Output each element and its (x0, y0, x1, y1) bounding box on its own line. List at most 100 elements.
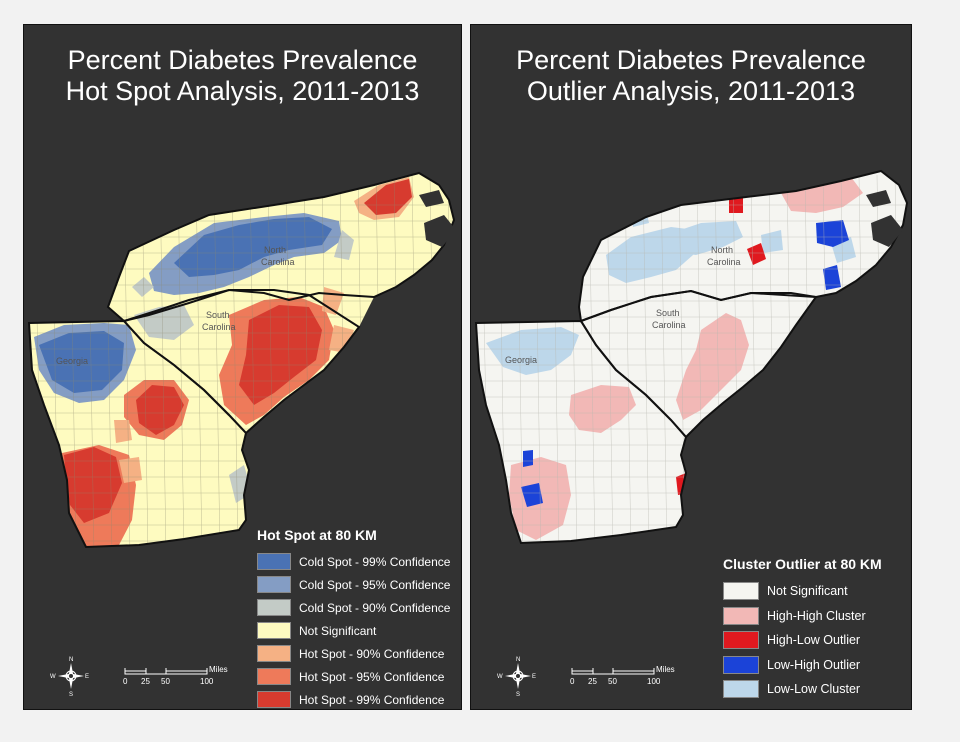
compass-n: N (69, 657, 73, 663)
hot-spot-legend-title: Hot Spot at 80 KM (257, 527, 377, 543)
legend-item-hot-99: Hot Spot - 99% Confidence (257, 688, 450, 711)
high-high-nc (781, 177, 863, 213)
north-arrow-icon: N S E W (50, 657, 89, 698)
scale-unit: Miles (656, 665, 675, 674)
low-low-nc-mid (651, 221, 743, 255)
scale-unit: Miles (209, 665, 228, 674)
hot-spot-map: North Carolina South Carolina Georgia N … (27, 171, 456, 698)
scale-tick-50: 50 (161, 677, 170, 686)
legend-label: Hot Spot - 90% Confidence (299, 646, 445, 661)
hot-spot-99-sc (239, 305, 322, 405)
hot-spot-title-line2: Hot Spot Analysis, 2011-2013 (65, 76, 420, 106)
compass-s: S (69, 692, 73, 698)
legend-label: Cold Spot - 99% Confidence (299, 554, 451, 569)
hot-spot-title-line1: Percent Diabetes Prevalence (67, 45, 418, 75)
legend-label: Low-Low Cluster (767, 682, 861, 697)
hot-spot-99-sc-coast (254, 423, 272, 445)
scale-tick-25: 25 (588, 677, 597, 686)
legend-label: Not Significant (767, 584, 848, 599)
compass-w: W (50, 674, 56, 680)
legend-item-not-significant: Not Significant (257, 619, 450, 642)
scale-tick-0: 0 (570, 677, 575, 686)
compass-s: S (516, 692, 520, 698)
label-north-carolina-sub: Carolina (707, 257, 741, 267)
legend-item-cold-90: Cold Spot - 90% Confidence (257, 596, 450, 619)
outlier-legend: Cluster Outlier at 80 KM Not Significant… (723, 556, 882, 702)
legend-label: Hot Spot - 95% Confidence (299, 669, 445, 684)
low-high-ga-sw (521, 483, 543, 507)
legend-item-high-low: High-Low Outlier (723, 628, 882, 653)
north-arrow-icon: N S E W (497, 657, 536, 698)
high-high-sc (676, 313, 749, 420)
swatch-cold-99 (257, 553, 291, 570)
north-carolina-outline (106, 171, 456, 323)
label-south-carolina-name: South (206, 310, 230, 320)
swatch-hot-90 (257, 645, 291, 662)
legend-label: Cold Spot - 95% Confidence (299, 577, 451, 592)
cold-spot-99-nc (174, 217, 332, 277)
legend-item-high-high: High-High Cluster (723, 604, 882, 629)
outlier-map-title: Percent Diabetes Prevalence Outlier Anal… (471, 45, 911, 107)
hot-spot-legend: Hot Spot at 80 KM Cold Spot - 99% Confid… (257, 527, 450, 711)
legend-label: Low-High Outlier (767, 657, 861, 672)
swatch-low-low (723, 680, 759, 699)
scale-tick-0: 0 (123, 677, 128, 686)
legend-label: Not Significant (299, 623, 377, 638)
swatch-low-high (723, 655, 759, 674)
outlier-map: North Carolina South Carolina Georgia N … (474, 169, 909, 698)
pamlico-sound (424, 215, 456, 247)
hot-spot-clusters (34, 177, 414, 547)
scale-tick-100: 100 (647, 677, 661, 686)
high-low-nc-mid (747, 243, 766, 265)
label-north-carolina-sub: Carolina (261, 257, 295, 267)
low-low-nc-east (761, 230, 783, 253)
georgia-outline (474, 319, 688, 545)
label-south-carolina-sub: Carolina (652, 320, 686, 330)
outlier-title-line1: Percent Diabetes Prevalence (516, 45, 866, 75)
hot-spot-90-ga-mid (114, 420, 132, 443)
low-high-nc-coast (823, 265, 841, 290)
legend-item-cold-95: Cold Spot - 95% Confidence (257, 573, 450, 596)
hot-spot-map-title: Percent Diabetes Prevalence Hot Spot Ana… (24, 45, 461, 107)
hot-spot-map-panel: Percent Diabetes Prevalence Hot Spot Ana… (23, 24, 462, 710)
swatch-hot-95 (257, 668, 291, 685)
legend-label: High-Low Outlier (767, 633, 861, 648)
outlier-region-base (476, 171, 907, 543)
legend-item-low-low: Low-Low Cluster (723, 677, 882, 702)
hot-spot-99-ga-mid (136, 385, 184, 435)
label-georgia: Georgia (505, 355, 537, 365)
swatch-high-low (723, 631, 759, 650)
outlier-map-panel: Percent Diabetes Prevalence Outlier Anal… (470, 24, 912, 710)
swatch-hot-99 (257, 691, 291, 708)
compass-n: N (516, 657, 520, 663)
cold-spot-90-nc (334, 230, 354, 260)
swatch-high-high (723, 606, 759, 625)
pamlico-sound (871, 215, 903, 247)
swatch-not-significant (257, 622, 291, 639)
georgia-outline (27, 319, 251, 549)
label-south-carolina-sub: Carolina (202, 322, 236, 332)
legend-label: Cold Spot - 90% Confidence (299, 600, 451, 615)
compass-e: E (532, 674, 536, 680)
legend-item-cold-99: Cold Spot - 99% Confidence (257, 550, 450, 573)
scale-tick-100: 100 (200, 677, 214, 686)
low-high-ga-nw (523, 450, 533, 467)
outlier-legend-title: Cluster Outlier at 80 KM (723, 556, 882, 572)
albemarle-sound (866, 190, 891, 207)
albemarle-sound (419, 190, 444, 207)
cold-spot-99-ga (39, 331, 124, 393)
outlier-title-line2: Outlier Analysis, 2011-2013 (526, 76, 856, 106)
legend-label: High-High Cluster (767, 608, 866, 623)
hot-spot-90-ga-sw (119, 457, 142, 483)
legend-item-not-significant: Not Significant (723, 579, 882, 604)
swatch-cold-90 (257, 599, 291, 616)
legend-item-low-high: Low-High Outlier (723, 653, 882, 678)
hot-spot-99-nc (364, 179, 412, 215)
compass-e: E (85, 674, 89, 680)
scale-bar: 0 25 50 100 Miles (570, 665, 675, 686)
legend-item-hot-90: Hot Spot - 90% Confidence (257, 642, 450, 665)
swatch-not-significant (723, 582, 759, 601)
compass-w: W (497, 674, 503, 680)
scale-tick-25: 25 (141, 677, 150, 686)
label-north-carolina-name: North (264, 245, 286, 255)
